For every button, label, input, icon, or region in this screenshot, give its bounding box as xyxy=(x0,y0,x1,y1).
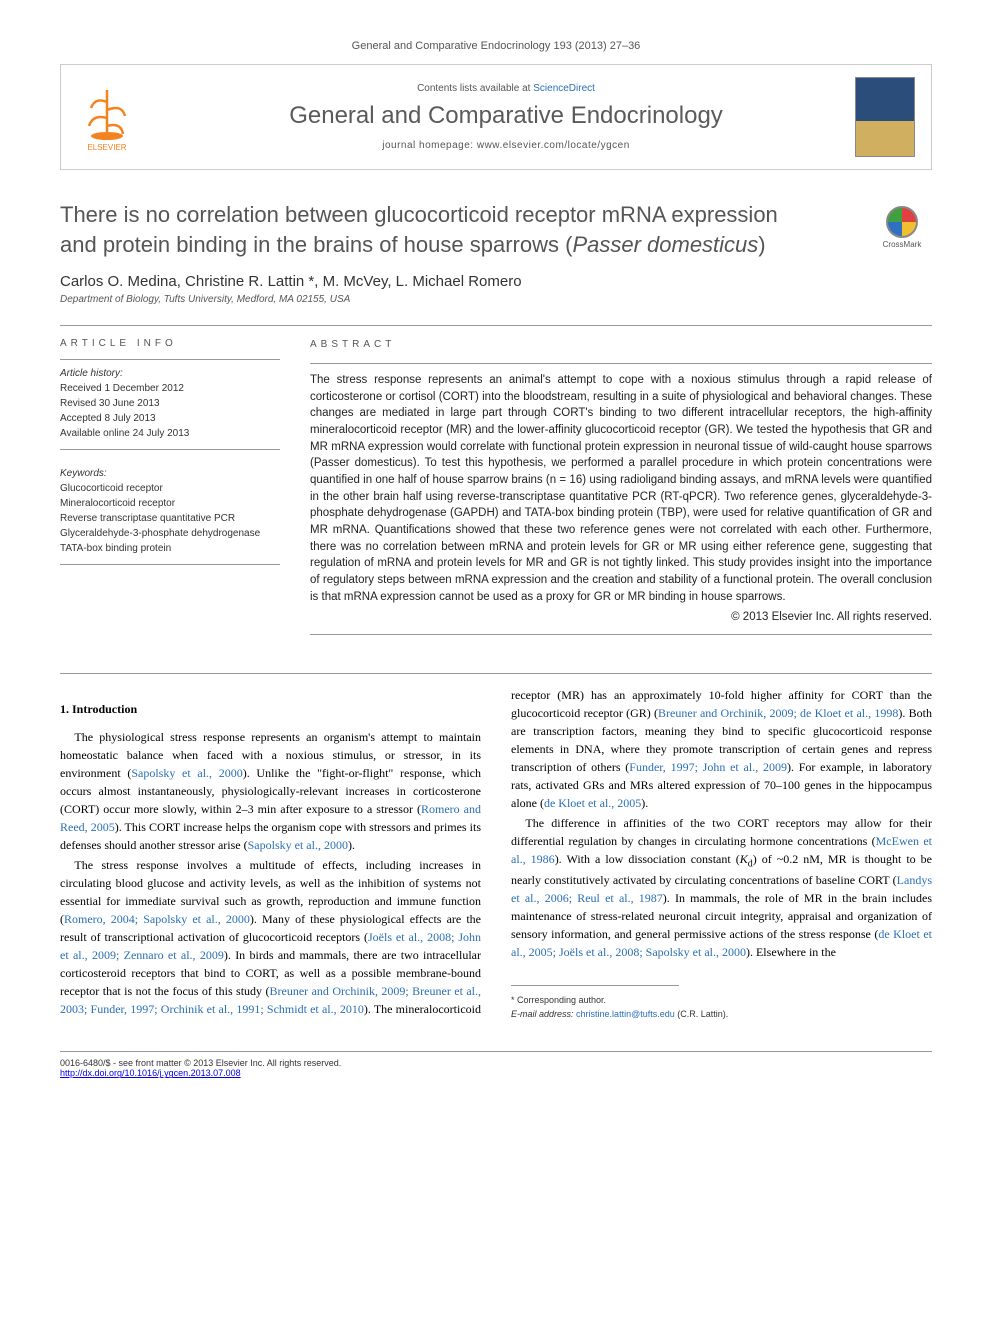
footer-copyright-line: 0016-6480/$ - see front matter © 2013 El… xyxy=(60,1058,932,1068)
citation-link[interactable]: Romero, 2004; Sapolsky et al., 2000 xyxy=(64,912,250,926)
divider xyxy=(60,449,280,450)
elsevier-text: ELSEVIER xyxy=(87,143,126,152)
article-info-heading: ARTICLE INFO xyxy=(60,338,280,349)
citation-link[interactable]: Breuner and Orchinik, 2009; de Kloet et … xyxy=(658,706,898,720)
page-footer: 0016-6480/$ - see front matter © 2013 El… xyxy=(60,1051,932,1078)
journal-reference-header: General and Comparative Endocrinology 19… xyxy=(60,40,932,52)
corresponding-label: * Corresponding author. xyxy=(511,994,932,1008)
title-species: Passer domesticus xyxy=(572,232,758,257)
homepage-url[interactable]: www.elsevier.com/locate/ygcen xyxy=(477,140,630,151)
divider xyxy=(60,673,932,674)
body-text-run: The difference in affinities of the two … xyxy=(511,816,932,848)
doi-link[interactable]: http://dx.doi.org/10.1016/j.ygcen.2013.0… xyxy=(60,1068,241,1078)
abstract-text: The stress response represents an animal… xyxy=(310,374,932,603)
citation-link[interactable]: de Kloet et al., 2005 xyxy=(544,796,641,810)
body-text-run: ). Elsewhere in the xyxy=(746,945,836,959)
abstract-block: ABSTRACT The stress response represents … xyxy=(310,338,932,643)
body-text-run: ). With a low dissociation constant ( xyxy=(555,852,740,866)
history-label: Article history: xyxy=(60,368,280,379)
elsevier-logo: ELSEVIER xyxy=(77,82,137,152)
body-paragraph: The physiological stress response repres… xyxy=(60,728,481,854)
abstract-copyright: © 2013 Elsevier Inc. All rights reserved… xyxy=(310,609,932,626)
email-paren: (C.R. Lattin). xyxy=(677,1009,728,1019)
citation-link[interactable]: Funder, 1997; John et al., 2009 xyxy=(629,760,787,774)
contents-prefix: Contents lists available at xyxy=(417,83,533,94)
crossmark-label: CrossMark xyxy=(883,240,922,249)
history-revised: Revised 30 June 2013 xyxy=(60,396,280,411)
body-text: 1. Introduction The physiological stress… xyxy=(60,686,932,1021)
affiliation: Department of Biology, Tufts University,… xyxy=(60,294,932,305)
history-online: Available online 24 July 2013 xyxy=(60,426,280,441)
homepage-prefix: journal homepage: xyxy=(382,140,477,151)
journal-name: General and Comparative Endocrinology xyxy=(157,102,855,130)
authors-line: Carlos O. Medina, Christine R. Lattin *,… xyxy=(60,273,932,290)
journal-cover-thumbnail xyxy=(855,77,915,157)
divider xyxy=(511,985,679,986)
history-accepted: Accepted 8 July 2013 xyxy=(60,411,280,426)
abstract-heading: ABSTRACT xyxy=(310,338,932,353)
history-received: Received 1 December 2012 xyxy=(60,381,280,396)
email-label: E-mail address: xyxy=(511,1009,574,1019)
divider xyxy=(60,325,932,326)
divider xyxy=(60,359,280,360)
journal-header-box: ELSEVIER Contents lists available at Sci… xyxy=(60,64,932,170)
journal-homepage-line: journal homepage: www.elsevier.com/locat… xyxy=(157,140,855,151)
keyword: Reverse transcriptase quantitative PCR xyxy=(60,511,280,526)
divider xyxy=(60,564,280,565)
keyword: Glyceraldehyde-3-phosphate dehydrogenase xyxy=(60,526,280,541)
article-info-sidebar: ARTICLE INFO Article history: Received 1… xyxy=(60,338,280,643)
citation-link[interactable]: Sapolsky et al., 2000 xyxy=(131,766,242,780)
divider xyxy=(310,363,932,364)
body-paragraph: The difference in affinities of the two … xyxy=(511,814,932,961)
corresponding-author-footnote: * Corresponding author. E-mail address: … xyxy=(511,985,932,1021)
section-heading-1: 1. Introduction xyxy=(60,700,481,718)
contents-available-line: Contents lists available at ScienceDirec… xyxy=(157,83,855,94)
divider xyxy=(310,634,932,635)
sciencedirect-link[interactable]: ScienceDirect xyxy=(533,83,595,94)
keyword: Glucocorticoid receptor xyxy=(60,481,280,496)
article-title: There is no correlation between glucocor… xyxy=(60,200,820,259)
crossmark-badge[interactable]: CrossMark xyxy=(872,206,932,249)
body-text-run: ). xyxy=(641,796,648,810)
keyword: Mineralocorticoid receptor xyxy=(60,496,280,511)
keyword: TATA-box binding protein xyxy=(60,541,280,556)
crossmark-icon xyxy=(886,206,918,238)
citation-link[interactable]: Sapolsky et al., 2000 xyxy=(248,838,348,852)
body-text-run: ). xyxy=(348,838,355,852)
kd-var: K xyxy=(740,852,748,866)
keywords-label: Keywords: xyxy=(60,468,280,479)
corresponding-email-link[interactable]: christine.lattin@tufts.edu xyxy=(576,1009,675,1019)
title-text-2: ) xyxy=(758,232,765,257)
